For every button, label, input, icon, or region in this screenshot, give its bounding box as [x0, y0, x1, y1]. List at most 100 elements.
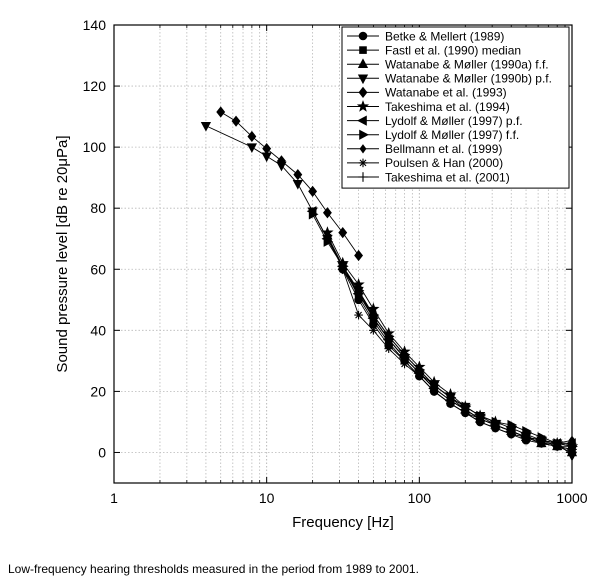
data-point — [522, 425, 532, 437]
data-point — [384, 331, 395, 342]
y-tick-label: 0 — [98, 444, 106, 460]
data-point — [231, 115, 241, 127]
legend-item: Lydolf & Møller (1997) f.f. — [347, 128, 519, 142]
legend-label: Betke & Mellert (1989) — [385, 29, 504, 43]
data-point — [429, 383, 439, 394]
data-point — [384, 344, 393, 353]
legend-item: Watanabe & Møller (1990a) f.f. — [347, 58, 549, 72]
asterisk-stroke — [369, 326, 377, 334]
legend-label: Watanabe & Møller (1990b) p.f. — [385, 72, 552, 86]
legend-marker — [358, 86, 368, 99]
legend-marker — [359, 129, 369, 140]
series-line — [342, 265, 573, 450]
legend-marker — [359, 46, 367, 54]
y-tick-label: 100 — [83, 139, 107, 155]
legend-label: Bellmann et al. (1999) — [385, 142, 502, 156]
legend-marker — [357, 74, 369, 85]
legend-item: Bellmann et al. (1999) — [347, 142, 502, 156]
data-point — [414, 368, 425, 378]
legend-label: Poulsen & Han (2000) — [385, 156, 503, 170]
legend-label: Watanabe & Møller (1990a) f.f. — [385, 58, 549, 72]
series-poulsen-han-2000 — [338, 264, 577, 448]
series-line — [342, 269, 572, 447]
x-tick-label: 1 — [110, 490, 118, 506]
data-point — [460, 404, 471, 415]
legend-item: Watanabe et al. (1993) — [347, 86, 507, 100]
data-point — [200, 121, 212, 132]
series-line — [220, 111, 359, 256]
series-line — [312, 214, 573, 447]
legend-marker — [359, 144, 367, 154]
data-point — [262, 143, 272, 155]
data-point — [354, 310, 363, 320]
legend-label: Takeshima et al. (2001) — [385, 170, 510, 184]
data-point — [337, 264, 348, 275]
data-point — [354, 249, 364, 262]
data-point — [293, 169, 303, 181]
data-point — [322, 207, 332, 219]
legend-marker — [358, 158, 368, 168]
legend-marker — [356, 100, 370, 112]
hearing-threshold-chart: 1 10 100 1000 0 20 40 60 80 100 120 140 Frequency [… — [54, 17, 588, 531]
legend-label: Fastl et al. (1990) median — [385, 43, 521, 57]
legend-item: Watanabe & Møller (1990b) p.f. — [347, 72, 552, 86]
legend: Betke & Mellert (1989)Fastl et al. (1990… — [341, 26, 570, 189]
legend-marker — [358, 31, 368, 41]
plot-frame — [113, 24, 573, 484]
series-line — [327, 235, 573, 453]
legend-item: Betke & Mellert (1989) — [347, 29, 504, 43]
y-tick-label: 140 — [83, 17, 107, 33]
legend-box — [341, 26, 570, 189]
legend-label: Lydolf & Møller (1997) p.f. — [385, 114, 523, 128]
series-lydolf-m-ller-1997-p-f — [306, 206, 576, 449]
legend-label: Watanabe et al. (1993) — [385, 86, 507, 100]
figure-caption: Low-frequency hearing thresholds measure… — [8, 562, 419, 576]
data-point — [368, 313, 379, 323]
legend-label: Takeshima et al. (1994) — [385, 100, 510, 114]
data-point — [552, 441, 563, 452]
data-point — [507, 419, 518, 431]
data-point — [353, 288, 364, 299]
data-point — [322, 230, 333, 241]
y-axis-label: Sound pressure level [dB re 20μPa] — [54, 135, 71, 372]
series-bellmann-et-al-1999 — [323, 234, 576, 448]
data-point — [338, 227, 348, 239]
data-point — [536, 435, 547, 446]
data-point — [352, 278, 365, 290]
asterisk-stroke — [355, 311, 362, 319]
y-tick-label: 80 — [90, 200, 106, 216]
y-tick-label: 40 — [90, 322, 106, 338]
data-point — [521, 432, 531, 442]
y-tick-label: 60 — [90, 261, 106, 277]
x-axis-label: Frequency [Hz] — [292, 514, 394, 531]
legend-marker — [358, 172, 368, 182]
series-betke-mellert-1989 — [338, 264, 577, 451]
series-watanabe-m-ller-1990a-f-f — [322, 229, 578, 457]
axis-ticks: 1 10 100 1000 0 20 40 60 80 100 120 140 — [83, 17, 588, 506]
data-point — [308, 209, 319, 220]
asterisk-stroke — [401, 360, 408, 368]
legend-item: Takeshima et al. (1994) — [347, 100, 510, 114]
x-tick-label: 10 — [259, 490, 275, 506]
legend-item: Lydolf & Møller (1997) p.f. — [347, 114, 523, 128]
asterisk-stroke — [385, 345, 393, 353]
data-point — [369, 326, 378, 335]
data-point — [292, 179, 303, 190]
data-point — [216, 106, 226, 118]
series-line — [327, 232, 573, 447]
data-point — [246, 143, 258, 153]
data-point — [490, 420, 501, 430]
data-point — [308, 185, 318, 198]
series-watanabe-et-al-1993 — [216, 106, 364, 262]
series-layer — [200, 106, 579, 462]
series-fastl-et-al-1990-median — [338, 262, 576, 454]
legend-item: Takeshima et al. (2001) — [347, 170, 510, 184]
data-point — [506, 426, 517, 436]
data-point — [445, 395, 456, 406]
data-point — [277, 155, 286, 167]
data-point — [400, 359, 409, 369]
series-line — [342, 269, 572, 444]
data-point — [567, 444, 577, 455]
asterisk-stroke — [568, 439, 576, 447]
asterisk-stroke — [359, 159, 367, 167]
